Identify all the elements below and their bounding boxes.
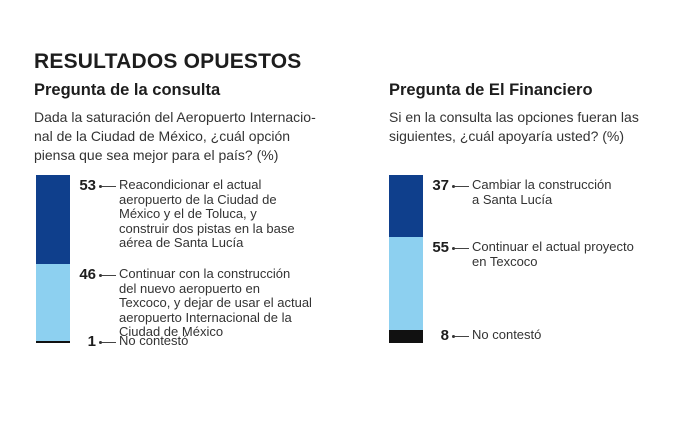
right-panel-title: Pregunta de El Financiero (389, 81, 593, 99)
bar-segment (36, 341, 70, 344)
segment-label-line: Cambiar la construcción (472, 177, 612, 192)
left-question-line: Dada la saturación del Aeropuerto Intern… (34, 109, 316, 125)
left-panel-title: Pregunta de la consulta (34, 81, 221, 99)
segment-category-label: Continuar el actual proyecto en Texcoco (472, 240, 692, 269)
segment-label-line: Continuar con la construcción (119, 266, 291, 282)
segment-category-label: Continuar con la construcción del nuevo a… (119, 267, 349, 340)
stacked-bar (389, 175, 423, 343)
segment-label-line: Texcoco, y dejar de usar el actual (119, 295, 312, 311)
left-question-line: nal de la Ciudad de México, ¿cuál opción (34, 128, 291, 144)
segment-value-label: 55 (432, 239, 449, 257)
leader-line (455, 248, 469, 250)
right-panel-question: Si en la consulta las opciones fueran la… (389, 108, 679, 146)
segment-value-label: 8 (440, 327, 449, 345)
leader-dot (452, 247, 455, 251)
segment-label-line: aeropuerto Internacional de la (119, 309, 292, 325)
stacked-bar (36, 175, 70, 344)
segment-label-line: México y el de Toluca, y (119, 206, 257, 221)
leader-dot (99, 274, 102, 278)
segment-category-label: Reacondicionar el actual aeropuerto de la… (119, 177, 349, 251)
left-panel-question: Dada la saturación del Aeropuerto Intern… (34, 108, 364, 165)
left-question-line: piensa que sea mejor para el país? (%) (34, 147, 279, 163)
leader-line (102, 275, 116, 277)
bar-segment (36, 264, 70, 342)
leader-dot (452, 185, 455, 188)
segment-value-label: 46 (79, 266, 96, 284)
segment-label-line: construir dos pistas en la base (119, 220, 295, 236)
bar-segment (389, 329, 423, 343)
right-question-line: siguientes, ¿cuál apoyaría usted? (%) (389, 128, 625, 144)
segment-category-label: No contestó (119, 334, 349, 349)
leader-line (102, 342, 116, 344)
bar-segment (389, 237, 423, 330)
segment-label-line: No contestó (472, 327, 542, 343)
segment-value-label: 53 (79, 177, 96, 194)
segment-label-line: a Santa Lucía (472, 191, 553, 207)
segment-category-label: Cambiar la construcción a Santa Lucía (472, 177, 692, 207)
segment-label-line: en Texcoco (472, 253, 538, 269)
segment-label-line: No contestó (119, 333, 189, 349)
segment-label-line: del nuevo aeropuerto en (119, 280, 260, 296)
segment-label-line: Ciudad de México (119, 324, 224, 340)
segment-category-label: No contestó (472, 328, 692, 343)
segment-value-label: 1 (87, 333, 96, 351)
leader-line (455, 336, 469, 338)
segment-value-label: 37 (432, 177, 449, 194)
segment-label-line: aérea de Santa Lucía (119, 235, 244, 250)
segment-label-line: Reacondicionar el actual (119, 177, 262, 192)
infographic-title: RESULTADOS OPUESTOS (34, 50, 302, 73)
leader-line (455, 186, 469, 187)
leader-dot (99, 185, 102, 188)
leader-dot (452, 335, 455, 339)
segment-label-line: aeropuerto de la Ciudad de (119, 191, 277, 207)
segment-label-line: Continuar el actual proyecto (472, 239, 634, 255)
right-question-line: Si en la consulta las opciones fueran la… (389, 109, 639, 125)
leader-dot (99, 341, 102, 345)
leader-line (102, 186, 116, 187)
bar-segment (36, 175, 70, 265)
bar-segment (389, 175, 423, 238)
